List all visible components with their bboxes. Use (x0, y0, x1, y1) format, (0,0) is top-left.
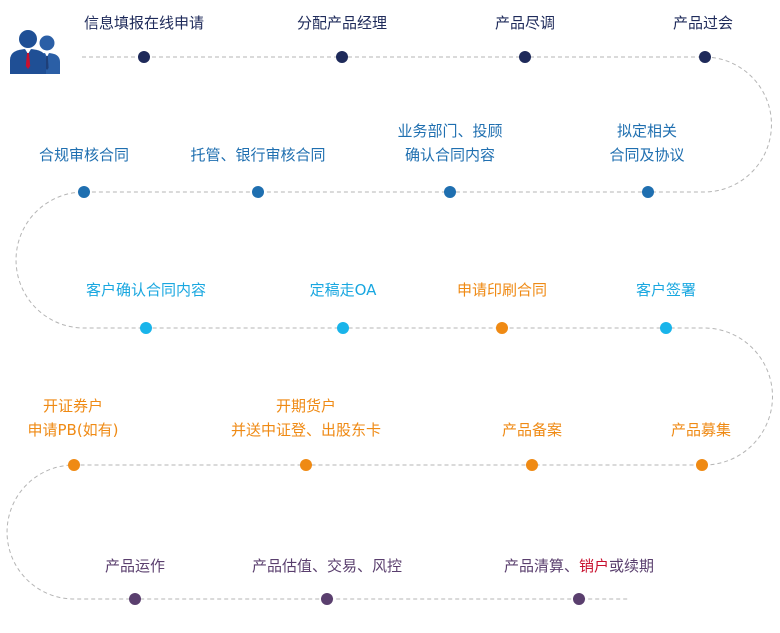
step-node-3 (519, 51, 531, 63)
step-node-16 (68, 459, 80, 471)
step-node-19 (573, 593, 585, 605)
step-text: 信息填报在线申请 (83, 14, 205, 32)
step-label-7: 托管、银行审核合同 (190, 143, 325, 167)
step-text: 产品过会 (672, 14, 734, 32)
step-text: 客户确认合同内容 (85, 281, 207, 299)
step-node-12 (660, 322, 672, 334)
business-people-icon (10, 30, 60, 74)
step-text: 申请印刷合同 (456, 281, 548, 299)
step-label-6: 业务部门、投顾 确认合同内容 (397, 119, 502, 167)
step-text: 产品清算、 (503, 557, 579, 575)
step-node-6 (444, 186, 456, 198)
step-node-8 (78, 186, 90, 198)
step-label-12: 客户签署 (636, 278, 696, 302)
step-text-highlight: 销户 (578, 557, 610, 575)
step-text: 合同及协议 (609, 146, 685, 164)
step-text: 客户签署 (635, 281, 697, 299)
step-label-17: 产品运作 (105, 554, 165, 578)
step-text: 开证券户 (42, 397, 104, 415)
step-text: 定稿走OA (309, 281, 377, 299)
step-text: 产品募集 (670, 421, 732, 439)
step-text: 产品备案 (501, 421, 563, 439)
step-node-1 (138, 51, 150, 63)
step-label-4: 产品过会 (673, 11, 733, 35)
step-label-1: 信息填报在线申请 (84, 11, 204, 35)
step-text: 开期货户 (275, 397, 337, 415)
step-text: 分配产品经理 (296, 14, 388, 32)
step-text: 申请PB(如有) (27, 421, 119, 439)
step-text: 托管、银行审核合同 (190, 146, 326, 164)
step-text: 拟定相关 (616, 122, 678, 140)
step-node-7 (252, 186, 264, 198)
step-label-15: 开期货户 并送中证登、出股东卡 (231, 394, 381, 442)
flow-path (6, 56, 773, 600)
step-label-16: 开证券户 申请PB(如有) (27, 394, 118, 442)
step-text: 合规审核合同 (38, 146, 130, 164)
step-node-14 (526, 459, 538, 471)
step-node-18 (321, 593, 333, 605)
step-node-10 (337, 322, 349, 334)
step-text: 产品尽调 (494, 14, 556, 32)
step-text-group: 产品清算、销户或续期 (504, 554, 654, 578)
step-node-9 (140, 322, 152, 334)
step-text: 业务部门、投顾 (397, 122, 503, 140)
step-label-18: 产品估值、交易、风控 (252, 554, 402, 578)
step-label-2: 分配产品经理 (297, 11, 387, 35)
step-label-9: 客户确认合同内容 (86, 278, 206, 302)
step-text: 确认合同内容 (404, 146, 496, 164)
step-node-5 (642, 186, 654, 198)
step-node-13 (696, 459, 708, 471)
step-label-8: 合规审核合同 (39, 143, 129, 167)
step-label-5: 拟定相关 合同及协议 (609, 119, 684, 167)
step-node-4 (699, 51, 711, 63)
step-text: 或续期 (609, 557, 655, 575)
step-node-17 (129, 593, 141, 605)
step-text: 产品运作 (104, 557, 166, 575)
step-label-14: 产品备案 (502, 418, 562, 442)
step-label-10: 定稿走OA (310, 278, 377, 302)
step-text: 并送中证登、出股东卡 (230, 421, 382, 439)
step-label-11: 申请印刷合同 (457, 278, 547, 302)
step-text: 产品估值、交易、风控 (251, 557, 403, 575)
step-label-19: 产品清算、销户或续期 (504, 554, 654, 578)
step-node-11 (496, 322, 508, 334)
step-node-2 (336, 51, 348, 63)
step-label-3: 产品尽调 (495, 11, 555, 35)
step-node-15 (300, 459, 312, 471)
step-label-13: 产品募集 (671, 418, 731, 442)
